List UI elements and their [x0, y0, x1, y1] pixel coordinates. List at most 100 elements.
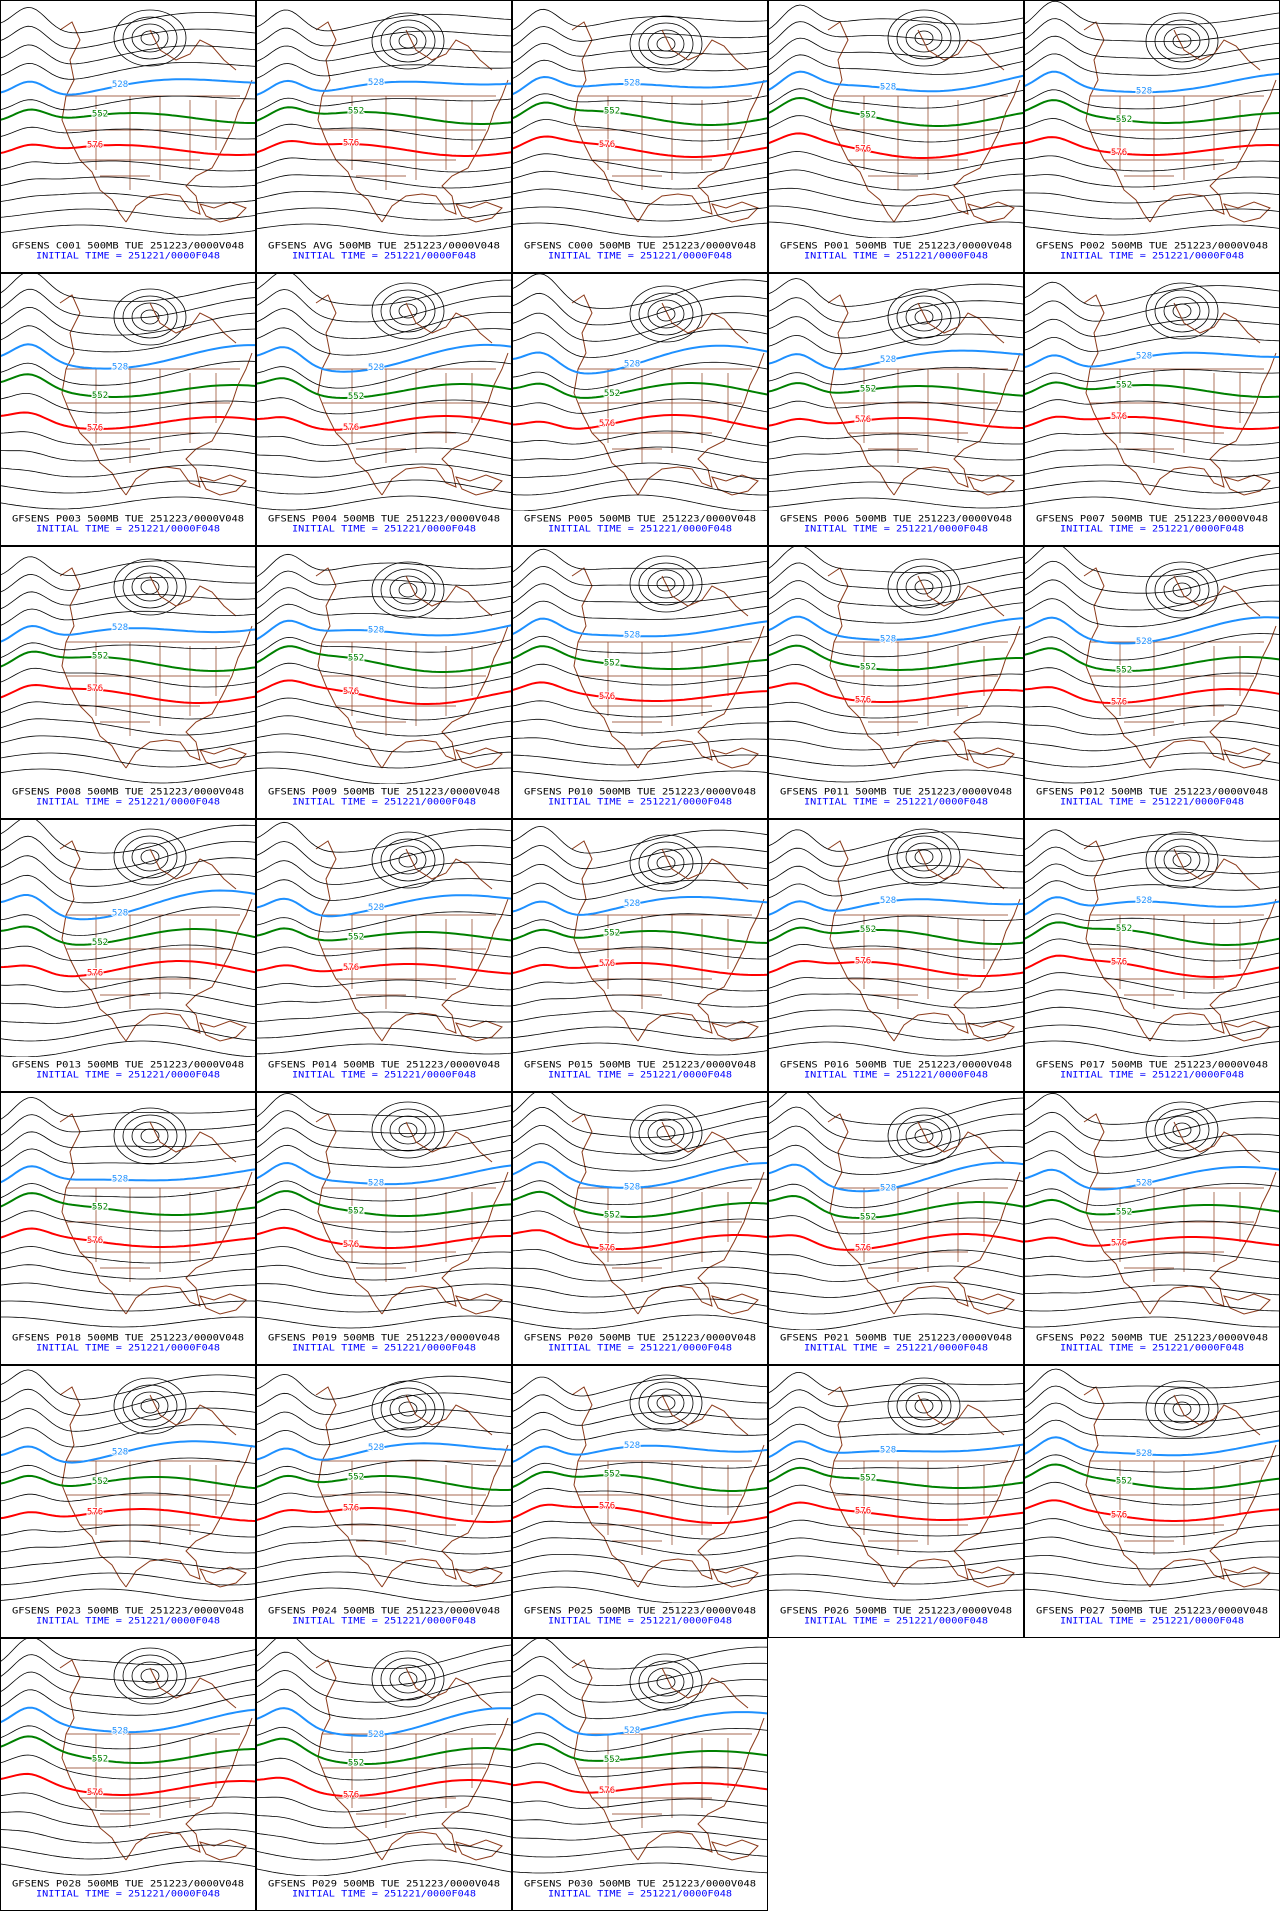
height-contour: [0, 1860, 256, 1876]
height-contour: [256, 273, 512, 306]
map-area: 528 552 576: [512, 1092, 768, 1330]
contour-label: 576: [1111, 697, 1127, 707]
height-contour: [768, 88, 1024, 109]
height-contour: [256, 1011, 512, 1023]
height-contour: [256, 207, 512, 221]
height-contour: [256, 495, 512, 511]
low-contour: [647, 848, 685, 878]
height-contour: [256, 697, 512, 721]
height-contour: [0, 574, 256, 593]
coastline: [315, 1659, 509, 1861]
contour-label: 528: [368, 363, 384, 373]
map-panel: 528 552 576 GFSENS P026 500MB TUE 251223/00…: [768, 1365, 1024, 1638]
height-contour: [0, 1096, 256, 1121]
height-contour: [0, 448, 256, 462]
height-contour: [512, 1042, 768, 1056]
height-contour: [0, 1316, 256, 1328]
highlight-contour: [0, 1706, 256, 1734]
height-contour: [0, 1689, 256, 1716]
height-contour: [1024, 1183, 1280, 1207]
map-area: 528 552 576: [0, 819, 256, 1057]
height-contour: [0, 835, 256, 871]
height-contour: [256, 479, 512, 495]
height-contour: [0, 431, 256, 446]
highlight-contour: [512, 1470, 768, 1492]
height-contour: [512, 1586, 768, 1603]
map-panel: 528 552 576 GFSENS C001 500MB TUE 251223/00…: [0, 0, 256, 273]
low-contour: [905, 23, 943, 53]
height-contour: [1024, 736, 1280, 752]
height-contour: [256, 9, 512, 32]
highlight-contour: [0, 143, 256, 156]
map-area: 528 552 576: [768, 4, 1024, 238]
highlight-contour: [0, 925, 256, 946]
height-contour: [1024, 0, 1280, 26]
contour-label: 576: [343, 139, 359, 149]
map-area: 528 552 576: [768, 278, 1024, 509]
panel-title: GFSENS P028 500MB TUE 251223/0000V048: [12, 1880, 244, 1890]
initial-time: INITIAL TIME = 251221/0000F048: [292, 525, 476, 535]
height-contour: [1024, 1555, 1280, 1570]
highlight-contour: [512, 75, 768, 96]
low-contour: [896, 1114, 952, 1158]
highlight-contour: [256, 1737, 512, 1765]
map-area: 528 552 576: [256, 821, 512, 1055]
highlight-contour: [0, 373, 256, 398]
height-contour: [768, 221, 1024, 238]
height-contour: [768, 1009, 1024, 1025]
low-contour: [1154, 19, 1210, 63]
height-contour: [512, 1143, 768, 1172]
height-contour: [512, 494, 768, 511]
highlight-contour: [1024, 1166, 1280, 1191]
panel-border: [256, 1365, 512, 1638]
coastline: [315, 1386, 509, 1588]
height-contour: [256, 821, 512, 853]
contour-label: 576: [599, 1502, 615, 1512]
height-contour: [256, 603, 512, 625]
height-contour: [256, 1724, 512, 1753]
low-contour: [905, 302, 943, 332]
panel-border: [256, 1092, 512, 1365]
highlight-contour: [256, 963, 512, 975]
height-contour: [0, 208, 256, 220]
panel-border: [0, 1365, 256, 1638]
height-contour: [0, 393, 256, 414]
height-contour: [768, 701, 1024, 719]
height-contour: [512, 1798, 768, 1809]
height-contour: [0, 1407, 256, 1432]
low-contour: [1172, 852, 1192, 868]
low-contour: [380, 1387, 436, 1431]
height-contour: [0, 701, 256, 720]
height-contour: [768, 633, 1024, 658]
map-area: 528 552 576: [256, 553, 512, 784]
initial-time: INITIAL TIME = 251221/0000F048: [548, 1617, 732, 1627]
highlight-contour: [0, 78, 256, 96]
height-contour: [0, 1183, 256, 1199]
height-contour: [256, 1670, 512, 1703]
map-area: 528 552 576: [1024, 1092, 1280, 1328]
height-contour: [768, 865, 1024, 882]
height-contour: [0, 464, 256, 478]
contour-label: 552: [92, 391, 108, 401]
height-contour: [1024, 880, 1280, 900]
low-contour: [380, 1108, 436, 1152]
contour-label: 576: [343, 687, 359, 697]
contour-label: 528: [624, 899, 640, 909]
borders: [66, 1187, 240, 1282]
coastline: [59, 1659, 253, 1861]
borders: [66, 1733, 240, 1828]
borders: [66, 368, 240, 463]
low-contour: [647, 569, 685, 599]
low-contour: [1154, 838, 1210, 882]
contour-label: 576: [855, 696, 871, 706]
contour-label: 552: [860, 384, 876, 394]
height-contour: [512, 1830, 768, 1841]
coastline: [1083, 567, 1277, 769]
height-contour: [256, 327, 512, 356]
height-contour: [768, 1025, 1024, 1041]
panel-title: GFSENS P023 500MB TUE 251223/0000V048: [12, 1607, 244, 1617]
panel-border: [768, 0, 1024, 273]
height-contour: [256, 1523, 512, 1539]
height-contour: [1024, 938, 1280, 962]
low-contour: [887, 9, 961, 67]
